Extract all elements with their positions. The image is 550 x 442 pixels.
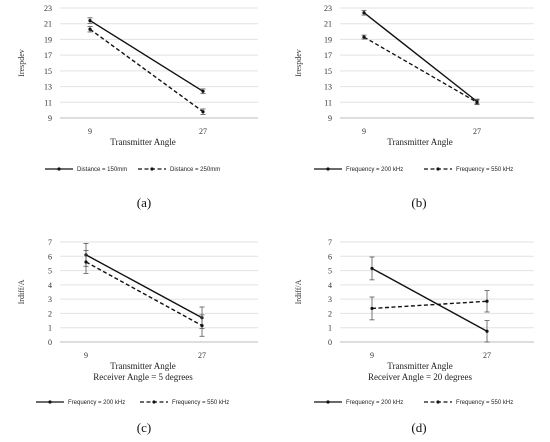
- y-axis-label: Irespdev: [17, 49, 26, 77]
- y-tick-label: 15: [44, 67, 52, 76]
- y-axis-label: Irdiff/A: [17, 279, 26, 304]
- legend-marker: [326, 400, 330, 404]
- legend-marker: [436, 167, 440, 171]
- x-tick-label: 27: [473, 127, 481, 136]
- x-axis-label: Transmitter Angle: [110, 137, 175, 147]
- data-point: [200, 323, 204, 328]
- x-tick-label: 27: [483, 351, 491, 360]
- y-axis-label: Irespdev: [294, 49, 303, 77]
- series-line-1: [371, 300, 488, 310]
- series-line-0: [371, 267, 488, 332]
- x-tick-label: 9: [370, 351, 374, 360]
- x-axis-sublabel: Receiver Angle = 5 degrees: [93, 372, 193, 382]
- y-axis-label: Irdiff/A: [294, 279, 303, 304]
- data-point: [88, 27, 92, 31]
- y-tick-label: 7: [328, 238, 332, 247]
- data-point: [201, 89, 205, 93]
- y-tick-label: 13: [44, 83, 52, 92]
- legend-marker: [48, 400, 52, 404]
- y-tick-label: 4: [328, 281, 332, 290]
- panel-caption: (c): [137, 420, 151, 435]
- data-point: [362, 11, 366, 15]
- data-point: [475, 100, 479, 104]
- data-point: [485, 329, 489, 333]
- y-tick-label: 15: [324, 67, 332, 76]
- y-tick-label: 9: [328, 114, 332, 123]
- y-tick-label: 9: [48, 114, 52, 123]
- y-tick-label: 11: [324, 98, 332, 107]
- x-tick-label: 27: [198, 351, 206, 360]
- data-point: [201, 110, 205, 114]
- panel-a: 9 11 13 15 17 19 21 23 9 27 Irespdev Transmitter An…: [17, 4, 258, 210]
- legend-marker: [150, 167, 154, 171]
- legend-marker: [436, 400, 440, 404]
- panel-caption: (a): [137, 195, 151, 210]
- y-tick-label: 3: [328, 295, 332, 304]
- y-tick-label: 1: [48, 324, 52, 333]
- series-line-0: [363, 12, 478, 103]
- legend-label: Distance = 150mm: [77, 167, 127, 173]
- y-tick-label: 17: [44, 51, 52, 60]
- legend-marker: [57, 167, 61, 171]
- x-axis-label: Transmitter Angle: [110, 361, 175, 371]
- panel-d: 0 1 2 3 4 5 6 7 9 27 Irdiff/A Transmitter AngleRece…: [294, 238, 534, 435]
- y-tick-label: 23: [324, 4, 332, 13]
- y-tick-label: 5: [48, 267, 52, 276]
- x-axis-label: Transmitter Angle: [387, 361, 452, 371]
- y-tick-label: 11: [44, 98, 52, 107]
- y-tick-label: 2: [48, 309, 52, 318]
- data-point: [485, 299, 489, 303]
- legend-marker: [326, 167, 330, 171]
- series-line-1: [363, 36, 478, 103]
- y-tick-label: 17: [324, 51, 332, 60]
- legend-label: Frequency = 550 kHz: [456, 167, 513, 173]
- legend-label: Distance = 250mm: [170, 167, 220, 173]
- legend-label: Frequency = 200 kHz: [346, 167, 403, 173]
- y-tick-label: 0: [48, 338, 52, 347]
- legend-label: Frequency = 200 kHz: [68, 400, 125, 406]
- y-tick-label: 3: [48, 295, 52, 304]
- y-tick-label: 0: [328, 338, 332, 347]
- x-tick-label: 9: [84, 351, 88, 360]
- series-line-1: [89, 28, 204, 113]
- data-point: [370, 266, 374, 271]
- y-tick-label: 19: [324, 35, 332, 44]
- y-tick-label: 23: [44, 4, 52, 13]
- y-tick-label: 1: [328, 324, 332, 333]
- data-point: [84, 260, 88, 264]
- y-tick-label: 13: [324, 83, 332, 92]
- y-tick-label: 21: [324, 20, 332, 29]
- y-tick-label: 6: [328, 252, 332, 261]
- series-line-0: [85, 254, 203, 319]
- series-line-1: [85, 261, 203, 327]
- legend-label: Frequency = 550 kHz: [456, 400, 513, 406]
- y-tick-label: 2: [328, 309, 332, 318]
- x-tick-label: 9: [88, 127, 92, 136]
- panel-caption: (d): [411, 420, 426, 435]
- panel-b: 9 11 13 15 17 19 21 23 9 27 Irespdev Transmitter An…: [294, 4, 534, 210]
- x-axis-label: Transmitter Angle: [387, 137, 452, 147]
- y-tick-label: 21: [44, 20, 52, 29]
- y-tick-label: 6: [48, 252, 52, 261]
- legend-label: Frequency = 200 kHz: [346, 400, 403, 406]
- legend-marker: [152, 400, 156, 404]
- data-point: [362, 35, 366, 39]
- panel-c: 0 1 2 3 4 5 6 7 9 27 Irdiff/A Transmitter AngleRece…: [17, 238, 258, 435]
- y-tick-label: 7: [48, 238, 52, 247]
- data-point: [370, 306, 374, 311]
- panel-caption: (b): [411, 195, 426, 210]
- x-tick-label: 27: [199, 127, 207, 136]
- y-tick-label: 4: [48, 281, 52, 290]
- legend-label: Frequency = 550 kHz: [172, 400, 229, 406]
- x-axis-sublabel: Receiver Angle = 20 degrees: [368, 372, 473, 382]
- y-tick-label: 5: [328, 267, 332, 276]
- series-line-0: [89, 19, 204, 92]
- data-point: [88, 18, 92, 23]
- y-tick-label: 19: [44, 35, 52, 44]
- x-tick-label: 9: [362, 127, 366, 136]
